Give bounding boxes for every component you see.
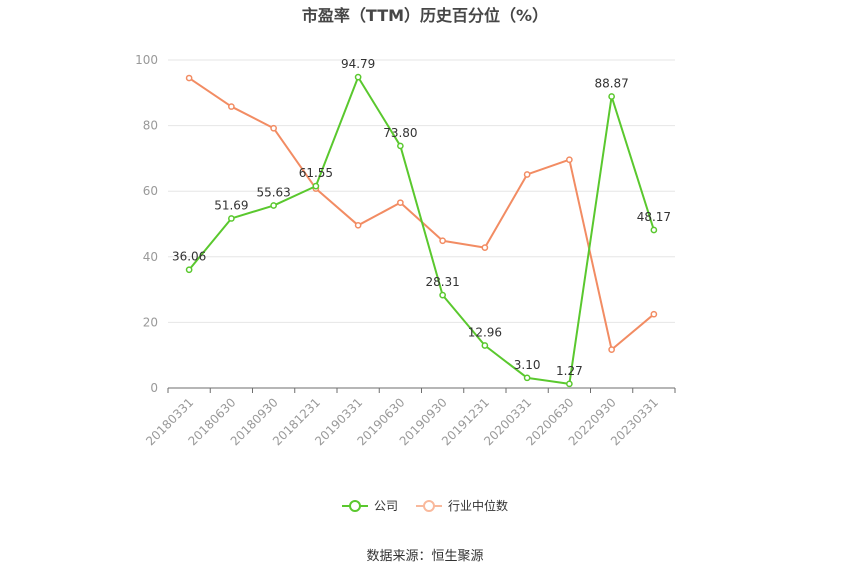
data-point-industry-median — [523, 171, 531, 178]
y-tick-label: 100 — [135, 53, 158, 67]
data-point-company — [185, 266, 193, 274]
data-point-industry-median — [608, 346, 615, 353]
data-label: 12.96 — [468, 325, 502, 339]
legend-swatch-company — [341, 499, 368, 513]
data-label: 3.10 — [514, 358, 541, 372]
data-source: 数据来源：恒生聚源 — [366, 549, 484, 564]
data-point-company — [270, 202, 277, 209]
y-tick-label: 60 — [143, 184, 158, 198]
data-point-industry-median — [566, 156, 573, 164]
legend-item-company[interactable]: 公司 — [341, 497, 398, 514]
data-point-company — [481, 342, 489, 349]
data-point-industry-median — [270, 124, 277, 132]
y-tick-label: 40 — [143, 250, 158, 264]
legend-label-industry-median: 行业中位数 — [448, 499, 509, 513]
data-point-company — [608, 93, 615, 100]
data-point-industry-median — [228, 103, 235, 110]
data-label: 55.63 — [256, 186, 290, 200]
y-tick-label: 20 — [143, 315, 158, 329]
data-label: 61.55 — [299, 166, 333, 180]
axis-layer: 0204060801002018033120180630201809302018… — [135, 53, 676, 448]
data-point-company — [566, 380, 573, 388]
chart-title: 市盈率（TTM）历史百分位（%） — [301, 6, 549, 25]
series-line-company — [188, 76, 655, 385]
data-point-company — [228, 215, 235, 222]
data-point-company — [523, 374, 531, 382]
legend-swatch-industry-median — [416, 499, 442, 513]
grid-layer — [168, 59, 675, 323]
data-point-industry-median — [650, 310, 658, 318]
data-label: 73.80 — [383, 126, 417, 140]
data-label: 36.06 — [172, 250, 206, 264]
data-point-industry-median — [185, 74, 193, 82]
data-point-company — [397, 142, 404, 150]
data-point-industry-median — [397, 199, 404, 207]
y-tick-label: 80 — [143, 119, 158, 133]
data-point-industry-median — [439, 237, 446, 245]
data-label: 1.27 — [556, 364, 583, 378]
legend-label-company: 公司 — [373, 499, 398, 513]
legend-item-industry-median[interactable]: 行业中位数 — [416, 497, 508, 514]
data-label-layer: 36.06 51.69 55.63 61.55 94.79 73.80 28.31 12.96… — [172, 57, 671, 378]
data-point-company — [354, 73, 362, 81]
data-label: 28.31 — [425, 275, 459, 289]
data-label: 94.79 — [341, 57, 375, 71]
data-label: 88.87 — [594, 77, 628, 91]
data-point-industry-median — [354, 221, 362, 229]
y-tick-label: 0 — [150, 381, 158, 395]
data-point-company — [312, 182, 320, 190]
data-point-industry-median — [481, 244, 489, 251]
data-label: 48.17 — [637, 210, 671, 224]
legend: 公司 行业中位数 — [0, 497, 850, 514]
data-point-company — [439, 291, 446, 299]
data-point-company — [650, 226, 658, 234]
series-line-industry-median — [188, 77, 655, 351]
series-layer — [185, 73, 658, 388]
data-label: 51.69 — [214, 198, 248, 212]
